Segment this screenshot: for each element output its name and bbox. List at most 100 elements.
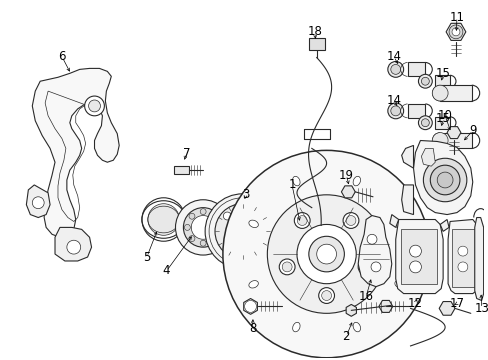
Circle shape [390, 106, 400, 116]
Ellipse shape [292, 322, 300, 332]
Circle shape [223, 212, 231, 220]
Polygon shape [32, 68, 119, 237]
Ellipse shape [248, 280, 258, 288]
Circle shape [436, 172, 452, 188]
Polygon shape [413, 140, 472, 215]
Polygon shape [378, 301, 392, 312]
Text: 19: 19 [338, 168, 353, 181]
Circle shape [451, 28, 459, 36]
Circle shape [200, 209, 206, 215]
Text: 4: 4 [163, 264, 170, 277]
Polygon shape [407, 63, 425, 76]
Circle shape [279, 259, 294, 275]
Circle shape [429, 165, 459, 195]
Circle shape [421, 77, 428, 85]
Polygon shape [243, 298, 257, 314]
Polygon shape [308, 38, 324, 50]
Text: 5: 5 [143, 251, 150, 264]
Ellipse shape [292, 176, 300, 186]
Polygon shape [358, 216, 391, 287]
Circle shape [215, 204, 270, 259]
Polygon shape [447, 220, 478, 293]
Polygon shape [400, 229, 436, 284]
Circle shape [175, 200, 230, 255]
Circle shape [142, 198, 185, 241]
Circle shape [223, 150, 429, 358]
Polygon shape [55, 228, 91, 261]
Circle shape [211, 213, 217, 219]
Circle shape [32, 197, 44, 209]
Circle shape [409, 261, 421, 273]
Circle shape [418, 116, 431, 130]
Circle shape [296, 224, 355, 284]
Circle shape [423, 158, 466, 202]
Circle shape [254, 212, 262, 220]
Circle shape [189, 235, 195, 242]
Polygon shape [438, 302, 454, 315]
Text: 13: 13 [473, 302, 488, 315]
Circle shape [67, 240, 81, 254]
Circle shape [226, 216, 258, 247]
Text: 2: 2 [342, 329, 349, 343]
Circle shape [200, 240, 206, 246]
Circle shape [421, 119, 428, 127]
Text: 15: 15 [435, 67, 449, 80]
Ellipse shape [248, 220, 258, 228]
Ellipse shape [394, 220, 404, 228]
Text: 17: 17 [448, 297, 464, 310]
Text: 14: 14 [386, 94, 401, 108]
Circle shape [431, 85, 447, 101]
Text: 15: 15 [435, 112, 449, 125]
Circle shape [346, 216, 355, 225]
Polygon shape [439, 132, 471, 148]
Circle shape [282, 262, 291, 272]
Polygon shape [445, 23, 465, 40]
Circle shape [370, 262, 380, 272]
Text: 9: 9 [468, 124, 475, 137]
Polygon shape [451, 229, 474, 287]
Circle shape [183, 208, 223, 247]
Circle shape [297, 216, 306, 225]
Circle shape [191, 216, 215, 239]
Text: 11: 11 [448, 10, 464, 23]
Circle shape [294, 213, 309, 228]
Polygon shape [434, 75, 449, 87]
Text: 8: 8 [248, 321, 256, 335]
Circle shape [223, 243, 231, 251]
Circle shape [211, 235, 217, 242]
Circle shape [418, 74, 431, 88]
Circle shape [357, 259, 373, 275]
Circle shape [409, 245, 421, 257]
Polygon shape [474, 217, 483, 301]
Circle shape [387, 103, 403, 119]
Polygon shape [401, 185, 413, 215]
Polygon shape [439, 220, 448, 231]
Text: 12: 12 [407, 297, 422, 310]
Polygon shape [434, 117, 449, 129]
Circle shape [204, 194, 280, 269]
Circle shape [184, 224, 190, 230]
Polygon shape [446, 127, 460, 139]
Circle shape [316, 244, 336, 264]
Text: 3: 3 [242, 188, 249, 201]
Text: 6: 6 [58, 50, 65, 63]
Polygon shape [439, 85, 471, 101]
Polygon shape [401, 145, 413, 168]
Circle shape [254, 243, 262, 251]
Ellipse shape [352, 176, 360, 186]
Polygon shape [26, 185, 50, 217]
Circle shape [318, 288, 334, 303]
Circle shape [457, 262, 467, 272]
Circle shape [366, 234, 376, 244]
Polygon shape [395, 220, 442, 293]
Circle shape [390, 64, 400, 74]
Circle shape [431, 132, 447, 148]
Text: 1: 1 [288, 179, 295, 192]
Polygon shape [389, 215, 398, 228]
Circle shape [360, 262, 370, 272]
Text: 10: 10 [437, 109, 451, 122]
Circle shape [244, 301, 256, 312]
Polygon shape [421, 148, 434, 166]
Circle shape [147, 204, 179, 235]
Circle shape [308, 236, 344, 272]
